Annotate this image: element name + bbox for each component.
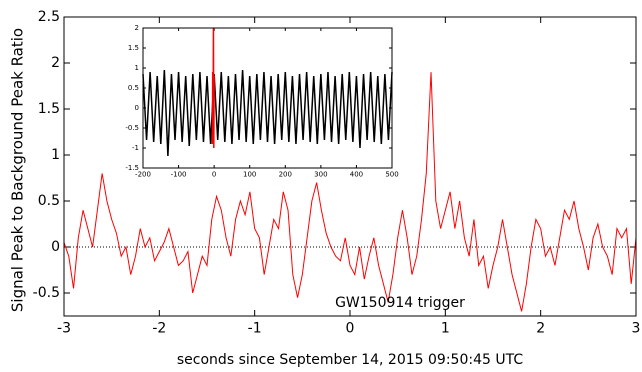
y-tick-label: 1 — [51, 147, 60, 163]
x-tick-label: 2 — [536, 321, 545, 337]
x-tick-label: 300 — [314, 170, 327, 178]
y-axis-label: Signal Peak to Background Peak Ratio — [9, 28, 27, 312]
y-tick-label: -1.5 — [125, 164, 139, 172]
y-tick-label: 0.5 — [38, 193, 60, 209]
annotation: GW150914 trigger — [335, 295, 465, 311]
x-tick-label: 500 — [385, 170, 398, 178]
y-tick-label: 0 — [51, 239, 60, 255]
y-tick-label: 0.5 — [128, 84, 139, 92]
data-line — [142, 69, 393, 157]
x-tick-label: -100 — [171, 170, 187, 178]
plot-frame — [142, 27, 393, 169]
x-tick-label: -3 — [57, 321, 71, 337]
plot-frame — [63, 16, 637, 317]
x-tick-label: 100 — [243, 170, 256, 178]
x-tick-label: 0 — [346, 321, 355, 337]
data-line — [63, 72, 637, 312]
x-tick-label: -1 — [248, 321, 262, 337]
y-tick-label: 0 — [135, 104, 139, 112]
data-line — [211, 27, 215, 149]
y-tick-label: 2 — [135, 24, 139, 32]
x-tick-label: 400 — [350, 170, 363, 178]
y-tick-label: 1 — [135, 64, 139, 72]
y-tick-label: 1.5 — [128, 44, 139, 52]
x-tick-label: 1 — [441, 321, 450, 337]
x-tick-label: -2 — [152, 321, 166, 337]
x-tick-label: -200 — [135, 170, 151, 178]
y-tick-label: 2.5 — [38, 9, 60, 25]
y-tick-label: -0.5 — [125, 124, 139, 132]
x-tick-label: 200 — [279, 170, 292, 178]
y-tick-label: 1.5 — [38, 101, 60, 117]
y-tick-label: -1 — [132, 144, 139, 152]
x-tick-label: 0 — [212, 170, 216, 178]
y-tick-label: 2 — [51, 55, 60, 71]
y-tick-label: -0.5 — [33, 285, 60, 301]
x-tick-label: 3 — [632, 321, 641, 337]
x-axis-label: seconds since September 14, 2015 09:50:4… — [177, 352, 523, 368]
